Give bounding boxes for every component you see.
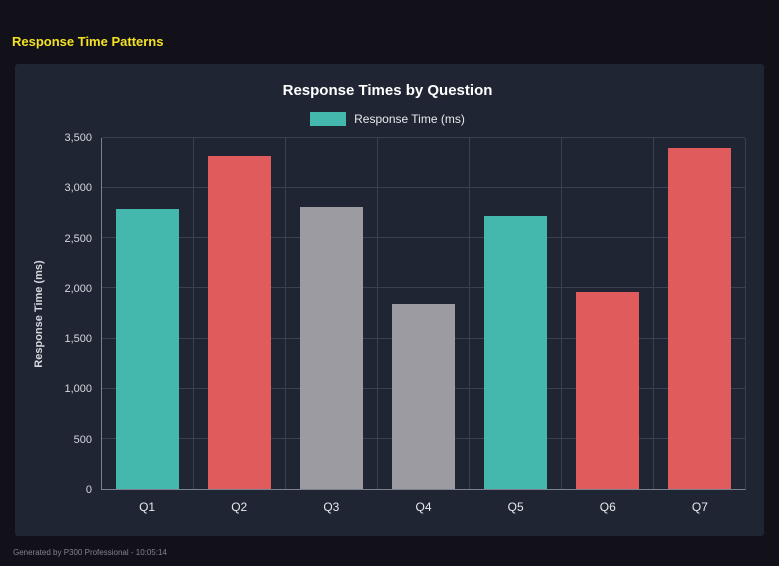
gridline — [102, 187, 745, 189]
y-tick-label: 1,500 — [64, 333, 92, 346]
bars-container — [102, 138, 745, 489]
bar-q2[interactable] — [207, 156, 272, 489]
bar-chart: Response Time (ms) 0 500 1,000 1,500 2,000 2,… — [29, 132, 746, 520]
y-axis-title-text: Response Time (ms) — [33, 260, 45, 368]
bar-q3[interactable] — [299, 207, 364, 489]
x-tick-label: Q2 — [231, 500, 248, 514]
y-tick-label: 1,000 — [64, 383, 92, 396]
plot-area — [101, 137, 746, 490]
y-tick-label: 2,000 — [64, 282, 92, 295]
x-tick-label: Q3 — [323, 500, 340, 514]
bar-column — [377, 138, 469, 489]
bar-q6[interactable] — [575, 292, 640, 489]
bar-q5[interactable] — [483, 216, 548, 489]
bar-column — [285, 138, 377, 489]
y-axis-title: Response Time (ms) — [29, 138, 49, 490]
gridline — [102, 287, 745, 289]
legend-item[interactable]: Response Time (ms) — [29, 112, 746, 126]
bar-column — [653, 138, 745, 489]
x-tick-label: Q5 — [507, 500, 524, 514]
page-title: Response Time Patterns — [12, 34, 164, 49]
chart-title: Response Times by Question — [282, 82, 493, 99]
legend-swatch-icon — [310, 112, 347, 126]
y-axis-ticks: 0 500 1,000 1,500 2,000 2,500 3,000 3,500 — [49, 132, 101, 496]
y-tick-label: 2,500 — [64, 232, 92, 245]
y-tick-label: 0 — [85, 484, 92, 496]
gridline — [102, 137, 745, 138]
bar-column — [469, 138, 561, 489]
footer-text: Generated by P300 Professional - 10:05:1… — [13, 548, 167, 557]
gridline — [102, 237, 745, 239]
x-tick-label: Q1 — [139, 500, 156, 514]
y-tick-label: 500 — [73, 433, 92, 446]
legend-label: Response Time (ms) — [354, 112, 465, 126]
y-tick-label: 3,000 — [64, 182, 92, 195]
x-tick-label: Q7 — [691, 500, 708, 514]
y-tick-label: 3,500 — [64, 132, 92, 144]
bar-column — [102, 138, 193, 489]
x-axis-ticks: Q1 Q2 Q3 Q4 Q5 Q6 Q7 — [101, 490, 746, 520]
x-tick-label: Q4 — [415, 500, 432, 514]
chart-panel: Response Times by Question Response Time… — [15, 64, 764, 536]
bar-column — [193, 138, 285, 489]
bar-column — [561, 138, 653, 489]
bar-q7[interactable] — [667, 148, 732, 489]
x-tick-label: Q6 — [599, 500, 616, 514]
bar-q4[interactable] — [391, 304, 456, 489]
bar-q1[interactable] — [115, 209, 180, 489]
